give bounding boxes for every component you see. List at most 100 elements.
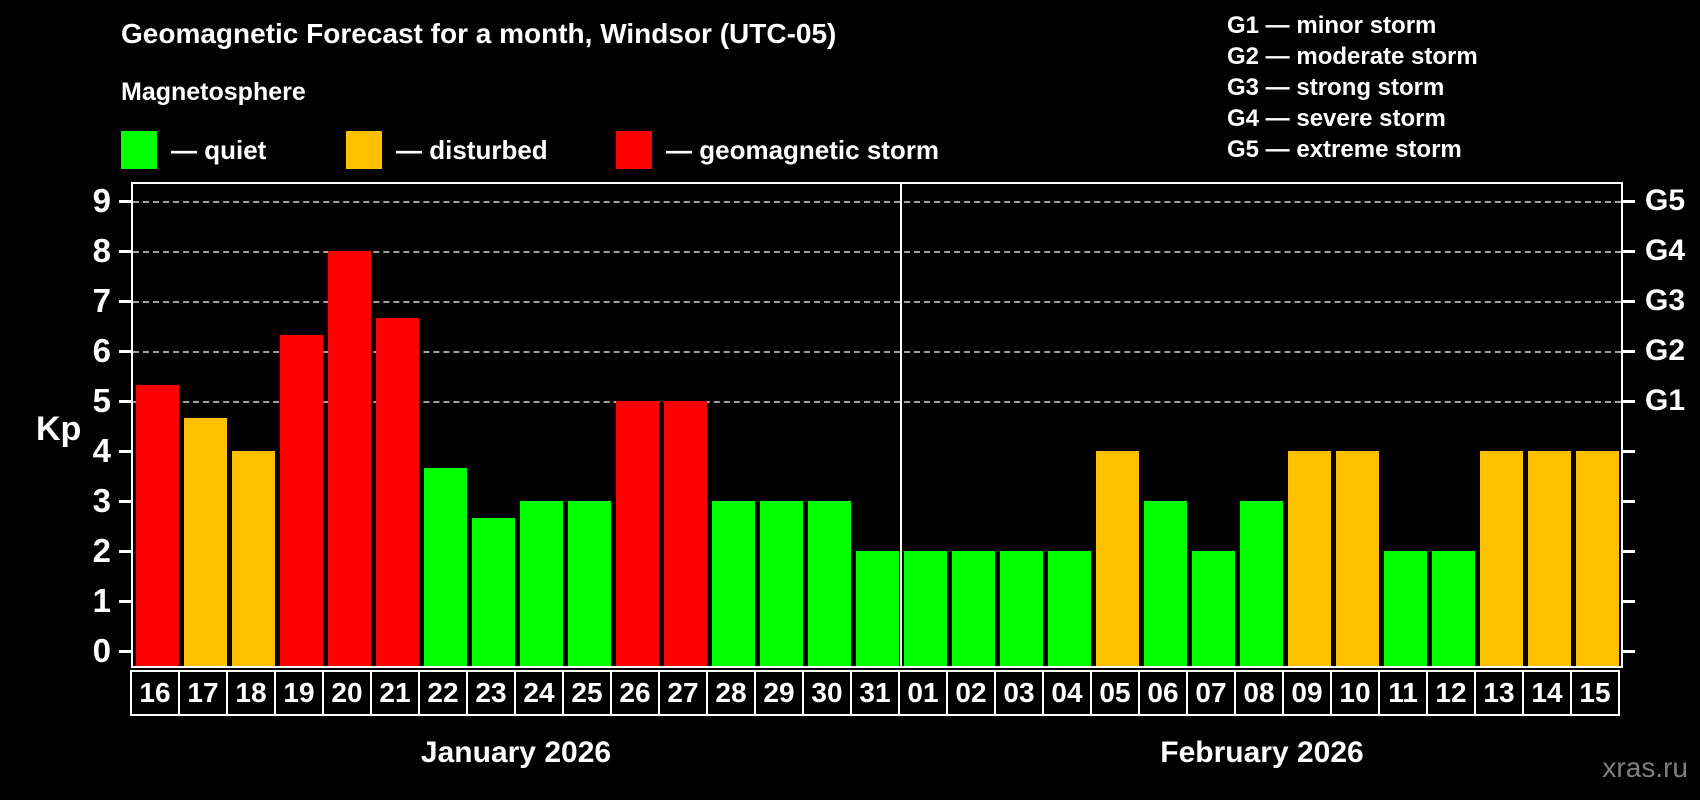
- left-axis-tick-1: [119, 600, 131, 603]
- day-label-01: 01: [898, 670, 948, 716]
- month-label-january: January 2026: [420, 736, 612, 769]
- day-label-23: 23: [466, 670, 516, 716]
- bar-day-18: [231, 451, 275, 666]
- right-axis-tick-9: [1623, 200, 1635, 203]
- day-label-12: 12: [1426, 670, 1476, 716]
- y-tick-label-9: 9: [92, 182, 111, 219]
- y-tick-label-7: 7: [92, 282, 111, 319]
- day-label-07: 07: [1186, 670, 1236, 716]
- day-label-11: 11: [1378, 670, 1428, 716]
- g-scale-legend-line: G5 — extreme storm: [1227, 136, 1462, 163]
- bar-day-06: [1143, 501, 1187, 666]
- bar-day-16: [135, 384, 179, 666]
- day-label-05: 05: [1090, 670, 1140, 716]
- disturbed-color-swatch: [346, 131, 382, 169]
- g-scale-legend-line: G1 — minor storm: [1227, 12, 1437, 39]
- right-axis-tick-3: [1623, 500, 1635, 503]
- bar-day-08: [1239, 501, 1283, 666]
- right-axis-tick-1: [1623, 600, 1635, 603]
- legend-item-disturbed: — disturbed: [346, 130, 548, 170]
- y-tick-label-3: 3: [92, 482, 111, 519]
- bar-day-28: [711, 501, 755, 666]
- right-axis-tick-8: [1623, 250, 1635, 253]
- bar-day-25: [567, 501, 611, 666]
- chart-title: Geomagnetic Forecast for a month, Windso…: [121, 18, 837, 49]
- bar-day-17: [183, 417, 227, 666]
- storm-color-swatch: [616, 131, 652, 169]
- bar-day-03: [999, 551, 1043, 666]
- watermark: xras.ru: [1602, 752, 1688, 783]
- month-divider-line: [900, 184, 902, 666]
- bar-day-12: [1431, 551, 1475, 666]
- left-axis-tick-9: [119, 200, 131, 203]
- y-tick-label-8: 8: [92, 232, 111, 269]
- day-label-22: 22: [418, 670, 468, 716]
- y-tick-label-2: 2: [92, 532, 111, 569]
- day-label-09: 09: [1282, 670, 1332, 716]
- left-axis-tick-5: [119, 400, 131, 403]
- g-scale-legend-line: G3 — strong storm: [1227, 74, 1445, 101]
- right-axis-tick-6: [1623, 350, 1635, 353]
- day-label-15: 15: [1570, 670, 1620, 716]
- day-label-28: 28: [706, 670, 756, 716]
- left-axis-tick-8: [119, 250, 131, 253]
- gridline-kp-6: [133, 351, 1621, 353]
- day-label-13: 13: [1474, 670, 1524, 716]
- g-level-label-G5: G5: [1645, 184, 1686, 217]
- day-label-30: 30: [802, 670, 852, 716]
- left-axis-tick-0: [119, 650, 131, 653]
- g-level-label-G3: G3: [1645, 284, 1686, 317]
- bar-day-05: [1095, 451, 1139, 666]
- day-label-21: 21: [370, 670, 420, 716]
- y-tick-label-6: 6: [92, 332, 111, 369]
- month-label-february: February 2026: [1160, 736, 1364, 769]
- legend-item-label: — disturbed: [396, 134, 548, 165]
- plot-area: [131, 182, 1623, 668]
- day-label-24: 24: [514, 670, 564, 716]
- day-label-16: 16: [130, 670, 180, 716]
- left-axis-tick-4: [119, 450, 131, 453]
- day-label-17: 17: [178, 670, 228, 716]
- bar-day-30: [807, 501, 851, 666]
- day-label-04: 04: [1042, 670, 1092, 716]
- legend-item-quiet: — quiet: [121, 130, 266, 170]
- bar-day-01: [903, 551, 947, 666]
- y-axis-label: Kp: [36, 410, 82, 448]
- left-axis-tick-3: [119, 500, 131, 503]
- bar-day-19: [279, 334, 323, 666]
- g-scale-legend-line: G2 — moderate storm: [1227, 43, 1478, 70]
- bar-day-27: [663, 401, 707, 666]
- bar-day-22: [423, 467, 467, 666]
- g-scale-legend-line: G4 — severe storm: [1227, 105, 1446, 132]
- right-axis-tick-5: [1623, 400, 1635, 403]
- day-label-27: 27: [658, 670, 708, 716]
- bar-day-31: [855, 551, 899, 666]
- day-label-25: 25: [562, 670, 612, 716]
- bar-day-10: [1335, 451, 1379, 666]
- bar-day-13: [1479, 451, 1523, 666]
- bar-day-24: [519, 501, 563, 666]
- bar-day-29: [759, 501, 803, 666]
- day-label-26: 26: [610, 670, 660, 716]
- y-tick-label-4: 4: [92, 432, 111, 469]
- bar-day-23: [471, 517, 515, 666]
- right-axis-tick-0: [1623, 650, 1635, 653]
- y-tick-label-0: 0: [92, 632, 111, 669]
- left-axis-tick-6: [119, 350, 131, 353]
- g-scale-legend: G1 — minor storm G2 — moderate storm G3 …: [1227, 10, 1478, 165]
- bar-day-11: [1383, 551, 1427, 666]
- bar-day-04: [1047, 551, 1091, 666]
- day-label-10: 10: [1330, 670, 1380, 716]
- day-label-02: 02: [946, 670, 996, 716]
- day-label-20: 20: [322, 670, 372, 716]
- right-axis-tick-2: [1623, 550, 1635, 553]
- bar-day-15: [1575, 451, 1619, 666]
- day-label-03: 03: [994, 670, 1044, 716]
- day-label-08: 08: [1234, 670, 1284, 716]
- bar-day-02: [951, 551, 995, 666]
- day-label-06: 06: [1138, 670, 1188, 716]
- g-level-label-G4: G4: [1645, 234, 1686, 267]
- bar-day-21: [375, 317, 419, 666]
- legend-item-storm: — geomagnetic storm: [616, 130, 939, 170]
